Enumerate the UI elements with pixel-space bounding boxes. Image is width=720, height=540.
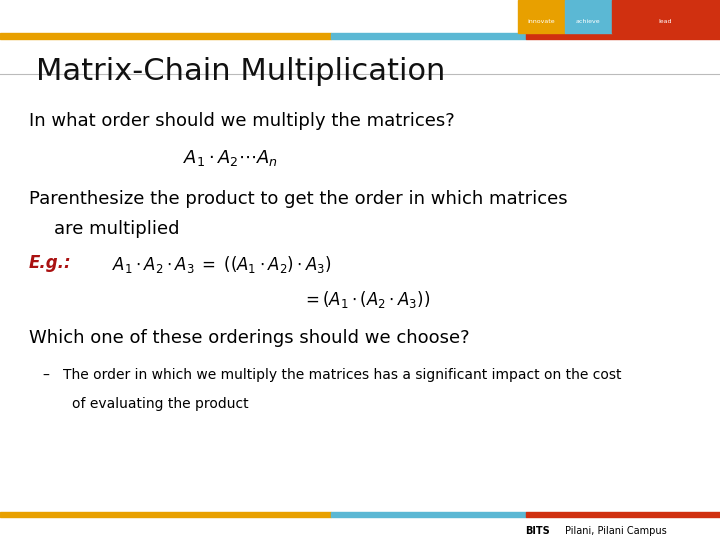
Bar [0, 33, 331, 39]
Bar [331, 512, 526, 517]
Text: –   The order in which we multiply the matrices has a significant impact on the : – The order in which we multiply the mat… [43, 368, 621, 382]
Bar [565, 0, 612, 33]
Text: E.g.:: E.g.: [29, 254, 71, 272]
Bar [612, 0, 720, 33]
Text: Matrix-Chain Multiplication: Matrix-Chain Multiplication [36, 57, 446, 86]
Text: Which one of these orderings should we choose?: Which one of these orderings should we c… [29, 329, 469, 347]
Bar [526, 512, 720, 517]
Text: $A_1 \cdot A_2 \cdots A_n$: $A_1 \cdot A_2 \cdots A_n$ [183, 148, 278, 168]
Bar [526, 33, 720, 39]
Text: Parenthesize the product to get the order in which matrices: Parenthesize the product to get the orde… [29, 190, 567, 208]
Text: $A_1 \cdot A_2 \cdot A_3 \;=\; ((A_1 \cdot A_2) \cdot A_3)$: $A_1 \cdot A_2 \cdot A_3 \;=\; ((A_1 \cd… [112, 254, 331, 275]
Text: of evaluating the product: of evaluating the product [72, 397, 248, 411]
Text: achieve: achieve [576, 19, 600, 24]
Bar [0, 512, 331, 517]
Text: lead: lead [659, 19, 672, 24]
Text: are multiplied: are multiplied [54, 220, 179, 238]
Text: BITS: BITS [526, 526, 550, 537]
Text: innovate: innovate [528, 19, 555, 24]
Text: In what order should we multiply the matrices?: In what order should we multiply the mat… [29, 112, 454, 130]
Bar [518, 0, 565, 33]
Bar [331, 33, 526, 39]
Text: $= (A_1 \cdot (A_2 \cdot A_3))$: $= (A_1 \cdot (A_2 \cdot A_3))$ [302, 289, 431, 310]
Text: Pilani, Pilani Campus: Pilani, Pilani Campus [565, 526, 667, 537]
